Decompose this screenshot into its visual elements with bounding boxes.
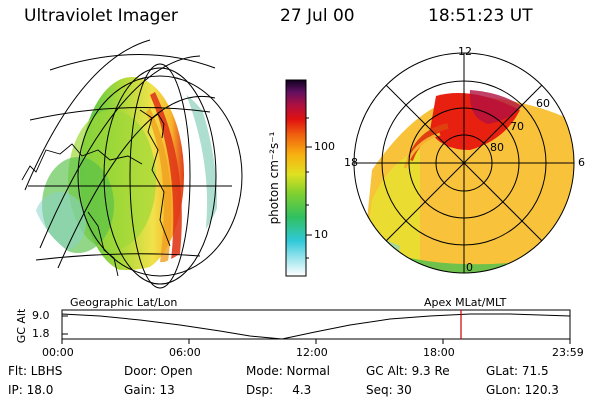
time-tick: 12:00 <box>296 346 328 359</box>
info-ip: IP: 18.0 <box>8 383 54 397</box>
mlt-label-0: 0 <box>466 261 473 274</box>
info-seq: Seq: 30 <box>366 383 412 397</box>
time-tick: 00:00 <box>42 346 74 359</box>
alt-axis-label: GC Alt <box>14 308 28 344</box>
mlt-label-6: 6 <box>578 156 585 169</box>
time-tick: 23:59 <box>552 346 584 359</box>
polar-image <box>353 52 575 274</box>
info-dsp: Dsp: 4.3 <box>246 383 312 397</box>
mlt-label-12: 12 <box>458 45 472 58</box>
alt-tick-bottom: 1.8 <box>32 327 50 340</box>
time-label: 18:51:23 UT <box>428 6 533 26</box>
mlat-label-60: 60 <box>536 97 550 110</box>
colorbar-tick-10: 10 <box>314 228 328 241</box>
info-door: Door: Open <box>124 364 193 378</box>
altitude-plot <box>61 309 571 344</box>
alt-tick-top: 9.0 <box>32 309 50 322</box>
mlat-label-70: 70 <box>510 120 524 133</box>
info-glat: GLat: 71.5 <box>486 364 549 378</box>
colorbar-unit-label: photon cm⁻²s⁻¹ <box>267 131 281 225</box>
info-gain: Gain: 13 <box>124 383 175 397</box>
time-tick: 18:00 <box>423 346 455 359</box>
date-label: 27 Jul 00 <box>280 6 355 26</box>
left-panel-caption: Geographic Lat/Lon <box>70 296 178 309</box>
info-gc-alt: GC Alt: 9.3 Re <box>366 364 450 378</box>
geographic-image <box>21 39 243 289</box>
instrument-title: Ultraviolet Imager <box>24 6 178 26</box>
info-mode: Mode: Normal <box>246 364 330 378</box>
info-filter: Flt: LBHS <box>8 364 63 378</box>
colorbar-tick-100: 100 <box>314 140 335 153</box>
time-tick: 06:00 <box>169 346 201 359</box>
colorbar <box>285 79 312 277</box>
info-glon: GLon: 120.3 <box>486 383 559 397</box>
right-panel-caption: Apex MLat/MLT <box>424 296 507 309</box>
mlt-label-18: 18 <box>344 156 358 169</box>
mlat-label-80: 80 <box>490 141 504 154</box>
